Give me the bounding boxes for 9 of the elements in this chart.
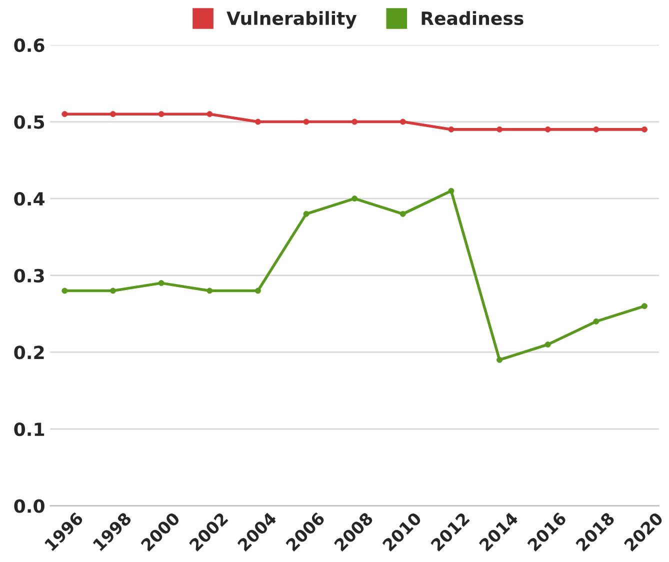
y-tick-label: 0.4 xyxy=(14,192,44,206)
y-tick-label: 0.3 xyxy=(14,268,44,282)
y-tick-label: 0.1 xyxy=(14,422,44,436)
y-tick-label: 0.5 xyxy=(14,115,44,129)
y-tick-label: 0.6 xyxy=(14,38,44,52)
legend-label: Vulnerability xyxy=(226,11,357,29)
legend-label: Readiness xyxy=(422,11,524,26)
y-tick-label: 0.0 xyxy=(14,499,44,513)
y-tick-label: 0.2 xyxy=(14,346,44,360)
